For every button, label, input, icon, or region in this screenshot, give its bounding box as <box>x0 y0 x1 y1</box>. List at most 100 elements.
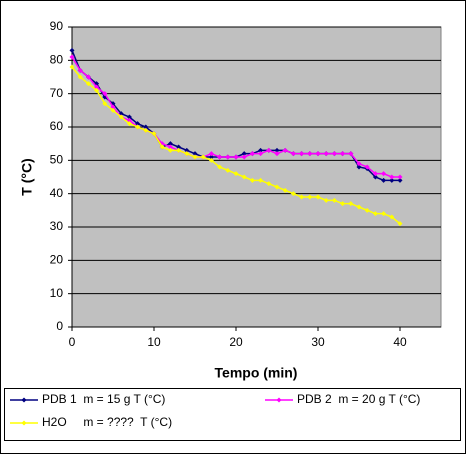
point <box>85 81 91 87</box>
point <box>315 151 321 157</box>
point <box>356 204 362 210</box>
point <box>299 194 305 200</box>
y-tick-label: 20 <box>50 253 64 267</box>
point <box>85 74 91 80</box>
point <box>266 181 272 187</box>
point <box>348 201 354 207</box>
y-tick-label: 0 <box>56 319 63 333</box>
point <box>69 47 75 53</box>
y-tick-label: 80 <box>50 53 64 67</box>
point <box>126 121 132 127</box>
point <box>372 171 378 177</box>
point <box>94 84 100 90</box>
y-tick-label: 90 <box>50 19 64 33</box>
point <box>126 117 132 123</box>
point <box>315 194 321 200</box>
point <box>249 177 255 183</box>
point <box>397 174 403 180</box>
point <box>192 154 198 160</box>
x-tick-label: 20 <box>229 335 243 349</box>
point <box>167 147 173 153</box>
point <box>381 171 387 177</box>
y-tick-label: 30 <box>50 219 64 233</box>
point <box>389 214 395 220</box>
point <box>290 191 296 197</box>
point <box>323 197 329 203</box>
point <box>258 147 264 153</box>
point <box>69 54 75 60</box>
point <box>233 154 239 160</box>
point <box>110 107 116 113</box>
point <box>274 184 280 190</box>
point <box>389 177 395 183</box>
point <box>299 151 305 157</box>
point <box>364 164 370 170</box>
point <box>348 151 354 157</box>
point <box>389 174 395 180</box>
point <box>102 91 108 97</box>
legend-marker <box>21 420 27 426</box>
point <box>176 144 182 150</box>
x-tick-label: 30 <box>311 335 325 349</box>
point <box>208 151 214 157</box>
point <box>282 147 288 153</box>
point <box>364 207 370 213</box>
legend-marker <box>276 397 282 403</box>
point <box>110 104 116 110</box>
point <box>217 164 223 170</box>
legend-box <box>4 388 461 441</box>
point <box>241 151 247 157</box>
point <box>143 127 149 133</box>
point <box>290 151 296 157</box>
legend-label: PDB 1 m = 15 g T (°C) <box>42 392 165 406</box>
point <box>274 151 280 157</box>
point <box>77 74 83 80</box>
point <box>184 151 190 157</box>
point <box>200 154 206 160</box>
point <box>323 151 329 157</box>
point <box>241 174 247 180</box>
y-tick-label: 50 <box>50 153 64 167</box>
point <box>135 121 141 127</box>
point <box>372 211 378 217</box>
x-tick-label: 40 <box>393 335 407 349</box>
point <box>176 147 182 153</box>
point <box>340 201 346 207</box>
x-axis-title: Tempo (min) <box>215 365 298 381</box>
point <box>397 221 403 227</box>
point <box>151 131 157 137</box>
point <box>77 67 83 73</box>
point <box>233 171 239 177</box>
x-tick-label: 10 <box>147 335 161 349</box>
point <box>217 154 223 160</box>
point <box>372 174 378 180</box>
point <box>274 147 280 153</box>
point <box>381 211 387 217</box>
point <box>282 187 288 193</box>
y-tick-label: 40 <box>50 186 64 200</box>
plot-area <box>71 26 442 328</box>
point <box>307 151 313 157</box>
point <box>69 64 75 70</box>
x-tick-label: 0 <box>69 335 76 349</box>
point <box>331 197 337 203</box>
point <box>356 161 362 167</box>
point <box>167 141 173 147</box>
point <box>225 154 231 160</box>
y-axis-title: T (°C) <box>19 158 35 195</box>
point <box>307 194 313 200</box>
point <box>258 151 264 157</box>
legend-label: PDB 2 m = 20 g T (°C) <box>297 392 420 406</box>
point <box>159 144 165 150</box>
point <box>143 124 149 130</box>
point <box>340 151 346 157</box>
point <box>135 124 141 130</box>
point <box>241 154 247 160</box>
point <box>94 87 100 93</box>
point <box>331 151 337 157</box>
point <box>192 151 198 157</box>
point <box>397 177 403 183</box>
point <box>258 177 264 183</box>
